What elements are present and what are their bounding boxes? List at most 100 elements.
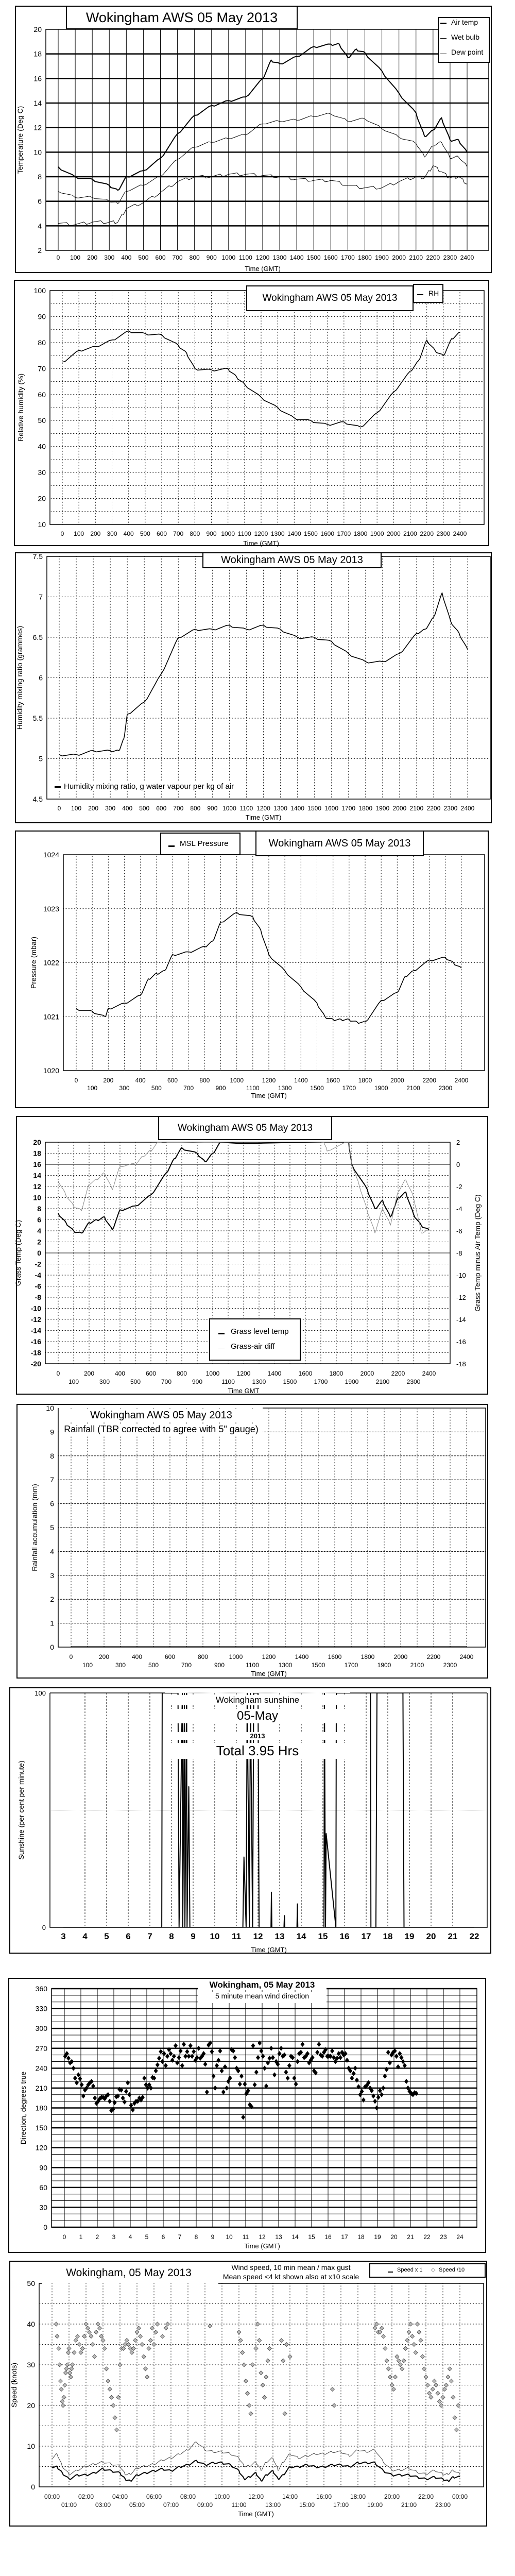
data-point bbox=[260, 2382, 265, 2388]
x-tick-label: 17:00 bbox=[333, 2501, 349, 2509]
data-point bbox=[87, 2330, 92, 2335]
data-point bbox=[330, 2386, 335, 2392]
x-tick-label: 500 bbox=[151, 1084, 162, 1092]
y-tick-label: 16 bbox=[33, 74, 42, 82]
data-point bbox=[210, 2049, 214, 2055]
x-tick-label: 1300 bbox=[273, 805, 287, 812]
data-point bbox=[399, 2055, 404, 2060]
data-point bbox=[265, 2358, 270, 2363]
data-point bbox=[451, 2395, 456, 2400]
y-tick-label: 16 bbox=[33, 1160, 41, 1168]
legend-mixing-ratio: Humidity mixing ratio, g water vapour pe… bbox=[64, 782, 234, 791]
data-point bbox=[147, 2082, 151, 2088]
x-axis-label: Time (GMT) bbox=[244, 2242, 280, 2250]
data-point bbox=[75, 2080, 79, 2086]
data-point bbox=[248, 2411, 253, 2416]
y-tick-label: 5.5 bbox=[33, 714, 43, 722]
data-point bbox=[213, 2085, 217, 2091]
data-point bbox=[63, 2370, 68, 2376]
data-point bbox=[108, 2098, 112, 2104]
data-point bbox=[383, 2346, 388, 2351]
y-tick-label: 10 bbox=[38, 520, 46, 529]
data-point bbox=[159, 2049, 163, 2055]
legend-rh: RH bbox=[428, 289, 439, 297]
x-tick-label: 2300 bbox=[443, 254, 457, 261]
x-tick-label: 16 bbox=[340, 1931, 350, 1941]
data-point bbox=[153, 2330, 158, 2335]
data-point bbox=[414, 2091, 419, 2096]
y-tick-label: 20 bbox=[33, 1138, 41, 1146]
x-axis-label: Time (GMT) bbox=[251, 1092, 287, 1099]
x-tick-label: 1200 bbox=[254, 530, 268, 537]
data-point bbox=[71, 2065, 76, 2071]
y-tick-label: 4.5 bbox=[33, 795, 43, 803]
data-point bbox=[78, 2350, 83, 2355]
data-point bbox=[155, 2062, 160, 2067]
x-tick-label: 1700 bbox=[345, 1662, 358, 1669]
x-tick-label: 0 bbox=[57, 254, 60, 261]
x-tick-label: 0 bbox=[63, 2233, 66, 2241]
x-tick-label: 22:00 bbox=[418, 2493, 434, 2500]
data-point bbox=[59, 2386, 64, 2392]
mixing-ratio-chart-title: Wokingham AWS 05 May 2013 bbox=[202, 552, 382, 568]
data-point bbox=[76, 2072, 81, 2078]
x-tick-label: 2000 bbox=[392, 254, 406, 261]
data-point bbox=[338, 2055, 342, 2060]
x-tick-label: 1500 bbox=[312, 1662, 325, 1669]
data-point bbox=[162, 2051, 166, 2057]
y-tick-label: 2 bbox=[38, 246, 42, 255]
data-point bbox=[413, 2350, 418, 2355]
x-tick-label: 300 bbox=[105, 805, 115, 812]
data-point bbox=[282, 2052, 287, 2058]
data-point bbox=[215, 2063, 219, 2069]
data-point bbox=[420, 2354, 425, 2359]
y-tick-label: 6 bbox=[50, 1500, 54, 1508]
x-tick-label: 200 bbox=[103, 1077, 113, 1084]
x-tick-label: 02:00 bbox=[78, 2493, 94, 2500]
x-tick-label: 20:00 bbox=[384, 2493, 400, 2500]
y-tick-label: -4 bbox=[35, 1271, 42, 1279]
data-point bbox=[54, 2321, 59, 2327]
y2-tick-label: 0 bbox=[456, 1161, 460, 1168]
data-point bbox=[112, 2100, 117, 2106]
y-tick-label: 60 bbox=[39, 2183, 47, 2192]
x-tick-label: 2100 bbox=[410, 805, 424, 812]
data-point bbox=[374, 2105, 379, 2111]
data-point bbox=[141, 2094, 145, 2100]
data-point bbox=[102, 2346, 107, 2351]
x-tick-label: 1400 bbox=[290, 805, 304, 812]
data-point bbox=[261, 2054, 265, 2059]
data-point bbox=[259, 2370, 264, 2376]
data-point bbox=[79, 2082, 84, 2088]
y-tick-label: 4 bbox=[50, 1547, 54, 1555]
data-point bbox=[80, 2346, 85, 2351]
x-tick-label: 1000 bbox=[229, 1653, 243, 1660]
data-point bbox=[411, 2342, 417, 2347]
x-tick-label: 1100 bbox=[246, 1662, 259, 1669]
data-point bbox=[163, 2326, 168, 2331]
x-tick-label: 2000 bbox=[387, 530, 401, 537]
x-tick-label: 1900 bbox=[375, 805, 389, 812]
data-point bbox=[97, 2326, 102, 2331]
legend-grass-air-diff: Grass-air diff bbox=[231, 1342, 275, 1351]
y-tick-label: 50 bbox=[38, 416, 46, 425]
x-tick-label: 17 bbox=[362, 1931, 371, 1941]
x-tick-label: 800 bbox=[190, 530, 200, 537]
data-point bbox=[126, 2342, 131, 2347]
data-point bbox=[117, 2362, 123, 2367]
x-tick-label: 2300 bbox=[407, 1378, 421, 1385]
x-tick-label: 1700 bbox=[314, 1378, 328, 1385]
data-point bbox=[221, 2089, 226, 2095]
data-point bbox=[203, 2061, 208, 2067]
rainfall-plot bbox=[58, 1408, 486, 1648]
x-tick-label: 400 bbox=[132, 1653, 142, 1660]
data-point bbox=[56, 2346, 61, 2351]
data-point bbox=[122, 2099, 127, 2105]
x-tick-label: 2200 bbox=[426, 254, 440, 261]
data-point bbox=[249, 2104, 254, 2109]
data-point bbox=[233, 2055, 237, 2060]
data-point bbox=[290, 2055, 295, 2060]
legend-air-temp: Air temp bbox=[451, 18, 478, 26]
x-tick-label: 2400 bbox=[460, 254, 474, 261]
x-tick-label: 100 bbox=[82, 1662, 93, 1669]
